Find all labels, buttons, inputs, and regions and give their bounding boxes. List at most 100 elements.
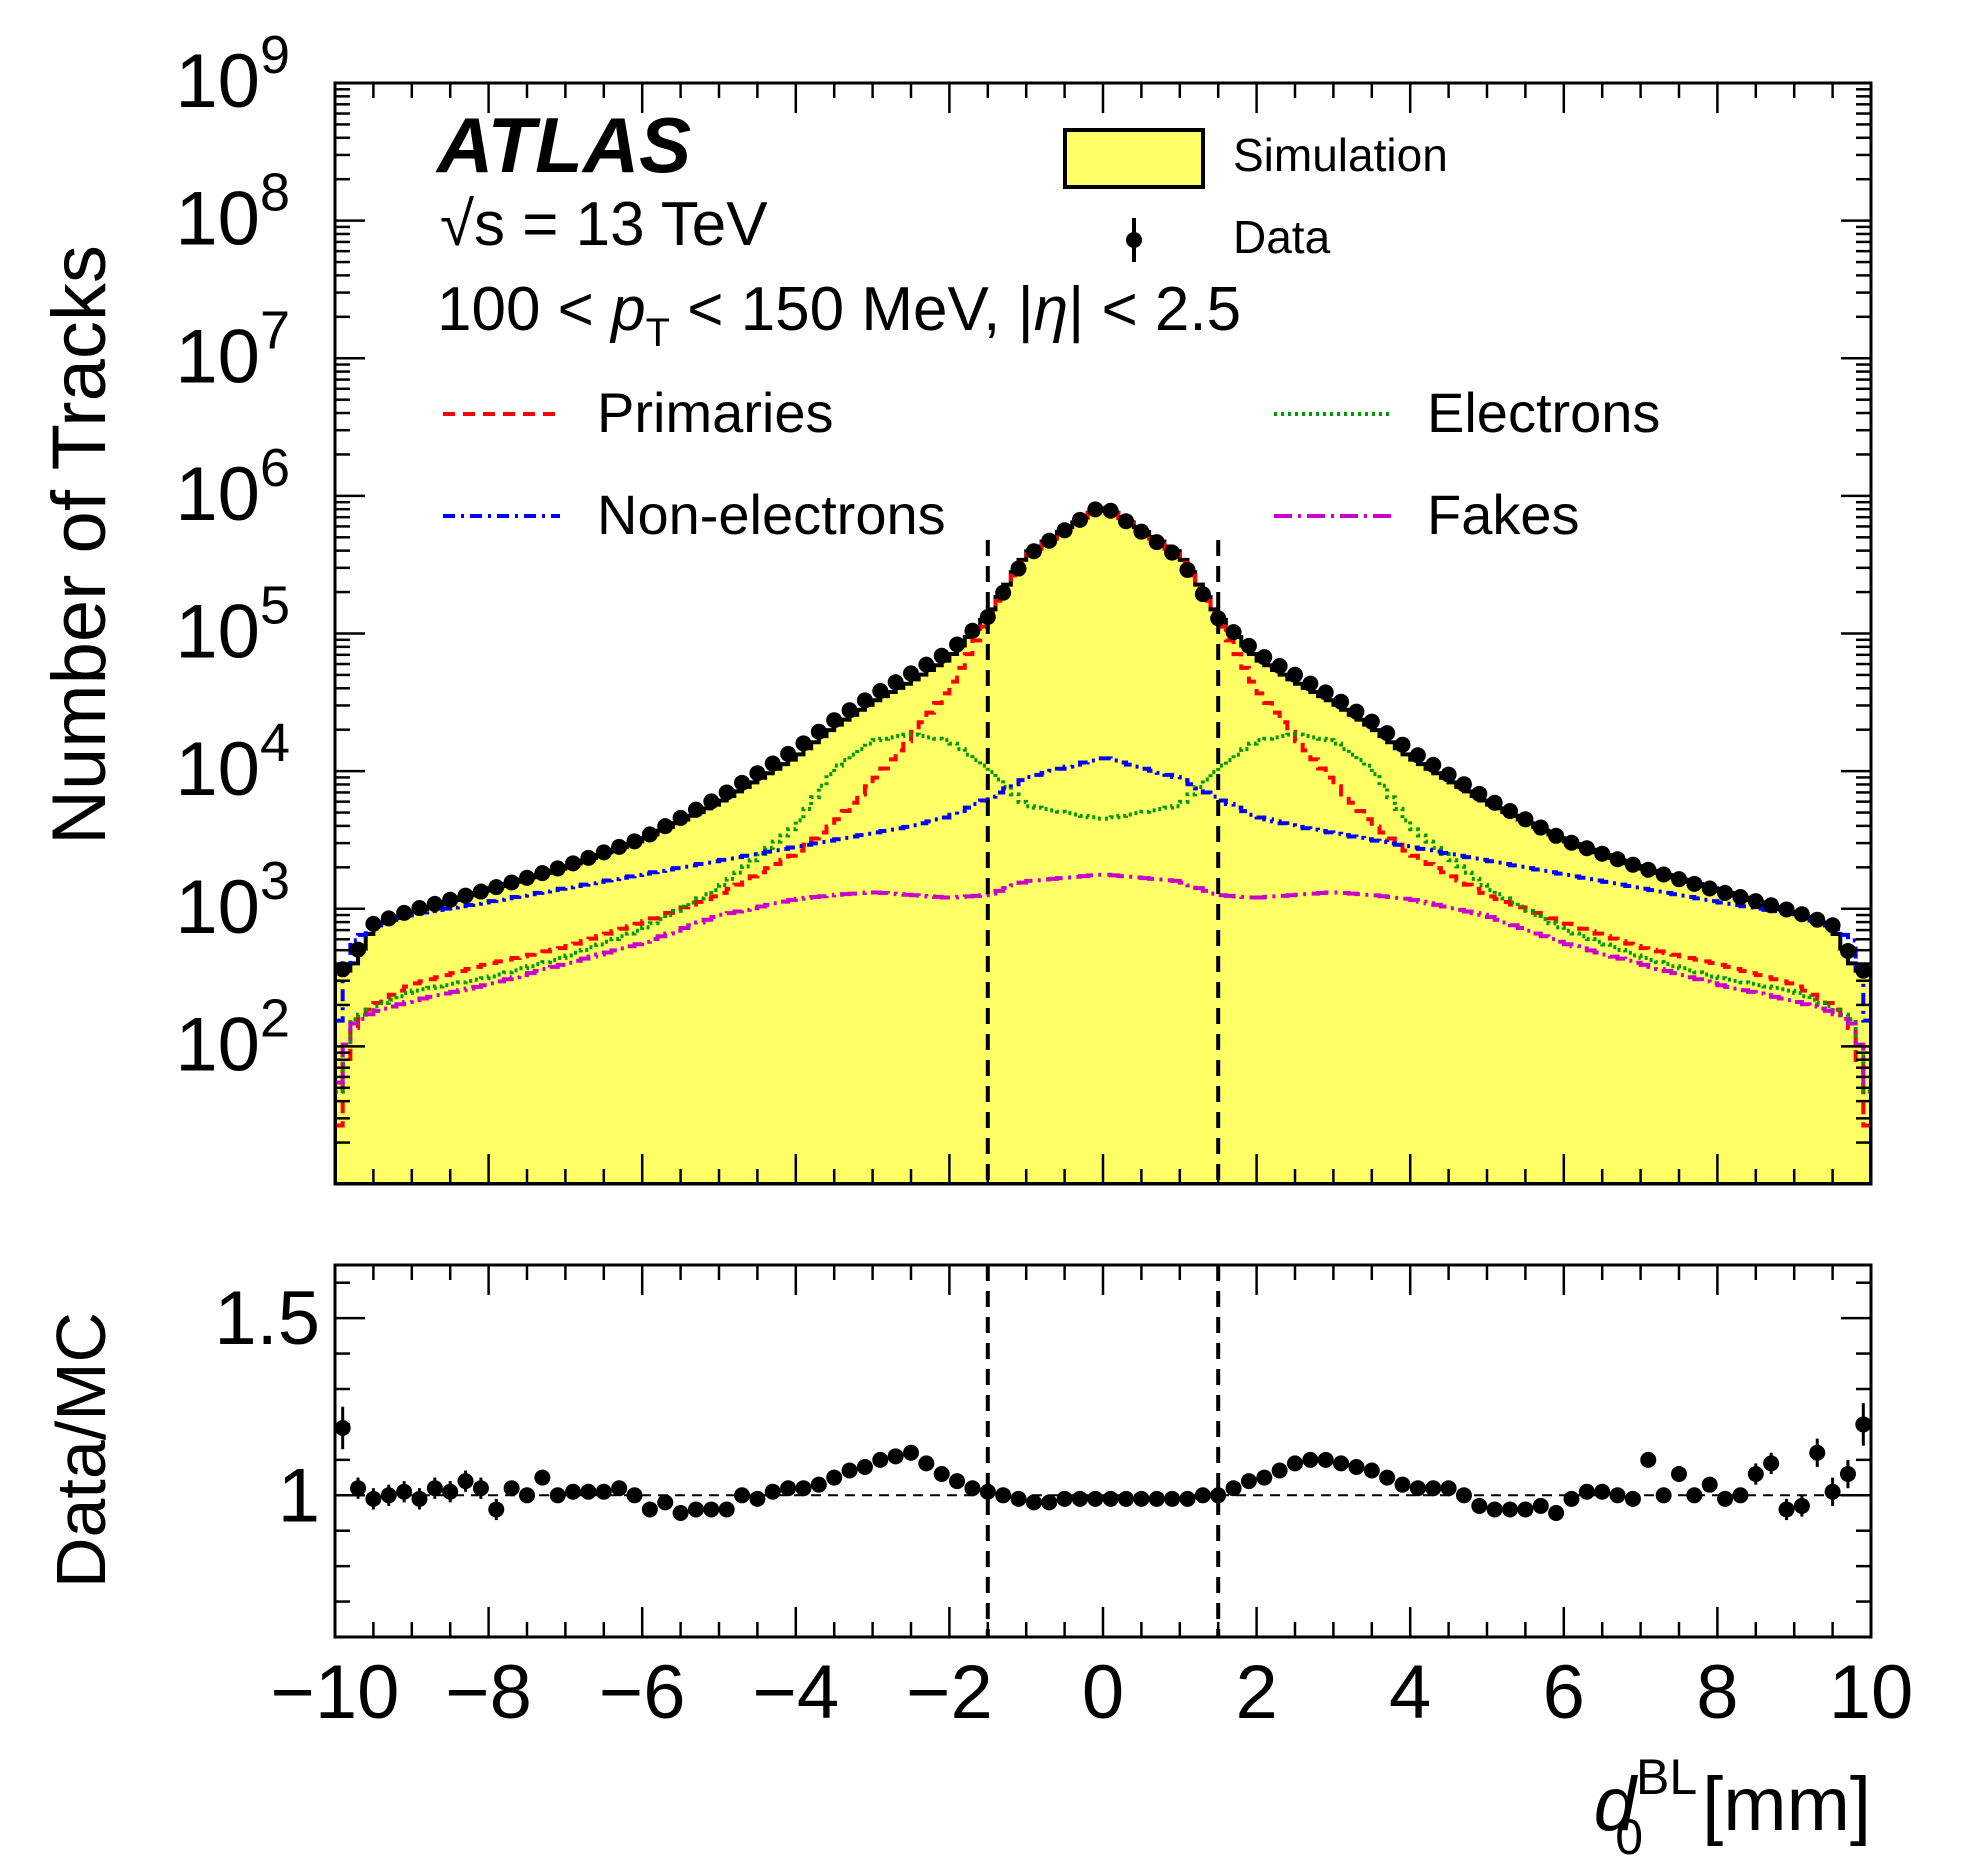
data-point [1640, 861, 1657, 878]
ratio-data-point [1809, 1444, 1826, 1461]
x-tick-label: 4 [1389, 1650, 1431, 1735]
data-point [964, 622, 981, 639]
data-point [1793, 906, 1810, 923]
data-point [641, 826, 658, 843]
data-point [872, 683, 889, 700]
data-point [380, 910, 397, 927]
ratio-data-point [1824, 1483, 1841, 1500]
data-point [1164, 544, 1181, 561]
legend-electrons-label: Electrons [1427, 381, 1660, 444]
ratio-data-point [887, 1448, 904, 1465]
data-point [1671, 871, 1687, 888]
legend-simulation-label: Simulation [1233, 129, 1448, 181]
ratio-data-point [1179, 1490, 1196, 1507]
data-point [1056, 522, 1073, 539]
selection-label: 100 < pT < 150 MeV, |η| < 2.5 [437, 275, 1241, 355]
ratio-data-point [1087, 1490, 1104, 1507]
ratio-data-point [1041, 1494, 1058, 1511]
data-point [826, 712, 843, 729]
data-point [1655, 866, 1672, 883]
data-point [810, 723, 827, 740]
main-y-tick-label: 104 [175, 713, 290, 812]
ratio-data-point [641, 1501, 658, 1518]
ratio-data-point [549, 1487, 566, 1504]
ratio-y-axis-title: Data/MC [42, 1312, 120, 1588]
ratio-data-point [1563, 1490, 1580, 1507]
ratio-data-point [595, 1483, 612, 1500]
main-y-tick-label: 106 [175, 438, 290, 537]
data-point [1087, 501, 1104, 518]
main-y-tick-label: 108 [175, 163, 290, 262]
data-point [657, 818, 674, 835]
ratio-data-point [1287, 1455, 1303, 1472]
ratio-data-point [1394, 1476, 1411, 1493]
data-point [1717, 884, 1734, 901]
data-point [549, 860, 566, 877]
ratio-data-point [1701, 1476, 1718, 1493]
data-point [1041, 532, 1058, 549]
data-point [611, 838, 628, 855]
data-point [411, 900, 428, 917]
data-point [1194, 586, 1211, 603]
data-point [1333, 693, 1350, 710]
energy-label: √s = 13 TeV [440, 190, 768, 259]
main-y-tick-label: 105 [175, 576, 290, 675]
ratio-data-point [1455, 1487, 1472, 1504]
data-point [1502, 803, 1519, 820]
data-point [1240, 637, 1257, 654]
ratio-data-point [703, 1501, 720, 1518]
ratio-data-point [1502, 1501, 1519, 1518]
atlas-label: ATLAS [435, 101, 691, 189]
ratio-data-point [565, 1483, 582, 1500]
ratio-data-point [918, 1455, 935, 1472]
data-point [1271, 657, 1288, 674]
ratio-data-point [734, 1487, 751, 1504]
data-point [595, 844, 612, 861]
ratio-data-point [1379, 1469, 1396, 1486]
ratio-data-point [472, 1480, 489, 1497]
ratio-data-point [872, 1451, 889, 1468]
data-point [1348, 703, 1365, 720]
ratio-data-point [1440, 1480, 1457, 1497]
ratio-data-point [426, 1480, 443, 1497]
data-point [1701, 880, 1718, 897]
ratio-data-point [1594, 1483, 1611, 1500]
ratio-data-point [1056, 1490, 1073, 1507]
ratio-data-point [1640, 1451, 1657, 1468]
data-point [1225, 624, 1242, 641]
ratio-data-point [1747, 1466, 1764, 1483]
ratio-data-point [1425, 1480, 1442, 1497]
x-tick-label: 6 [1543, 1650, 1585, 1735]
ratio-y-tick-label: 1 [278, 1453, 320, 1538]
ratio-data-point [1609, 1487, 1626, 1504]
ratio-data-point [718, 1501, 735, 1518]
ratio-y-tick-label: 1.5 [214, 1276, 320, 1361]
main-y-tick-label: 109 [175, 25, 290, 124]
ratio-data-point [780, 1480, 797, 1497]
ratio-data-point [1317, 1451, 1334, 1468]
ratio-data-point [856, 1458, 873, 1475]
ratio-data-point [488, 1501, 505, 1518]
ratio-data-point [626, 1487, 643, 1504]
data-point [565, 855, 582, 872]
ratio-data-point [534, 1469, 551, 1486]
ratio-data-point [457, 1473, 474, 1490]
data-point [1409, 747, 1426, 764]
ratio-data-point [1271, 1462, 1288, 1479]
ratio-data-point [1778, 1501, 1795, 1518]
data-point [672, 809, 689, 826]
data-point [1317, 684, 1334, 701]
ratio-data-point [964, 1480, 981, 1497]
data-point [1455, 776, 1472, 793]
ratio-data-point [580, 1483, 597, 1500]
data-point [1210, 610, 1227, 627]
legend-fakes-label: Fakes [1427, 483, 1580, 546]
data-point [1824, 917, 1841, 934]
main-y-tick-label: 102 [175, 988, 290, 1087]
ratio-data-point [1363, 1462, 1380, 1479]
ratio-data-point [810, 1476, 827, 1493]
data-point [1379, 725, 1396, 742]
ratio-data-point [1686, 1487, 1703, 1504]
ratio-data-point [841, 1462, 858, 1479]
